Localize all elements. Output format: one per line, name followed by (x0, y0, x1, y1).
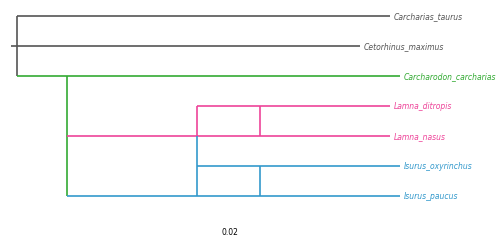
Text: Lamna_ditropis: Lamna_ditropis (394, 102, 452, 111)
Text: 0.02: 0.02 (222, 228, 239, 236)
Text: Isurus_oxyrinchus: Isurus_oxyrinchus (404, 162, 472, 171)
Text: Carcharias_taurus: Carcharias_taurus (394, 12, 463, 21)
Text: Lamna_nasus: Lamna_nasus (394, 132, 446, 141)
Text: Isurus_paucus: Isurus_paucus (404, 192, 458, 201)
Text: Cetorhinus_maximus: Cetorhinus_maximus (364, 42, 444, 51)
Text: Carcharodon_carcharias: Carcharodon_carcharias (404, 72, 496, 81)
